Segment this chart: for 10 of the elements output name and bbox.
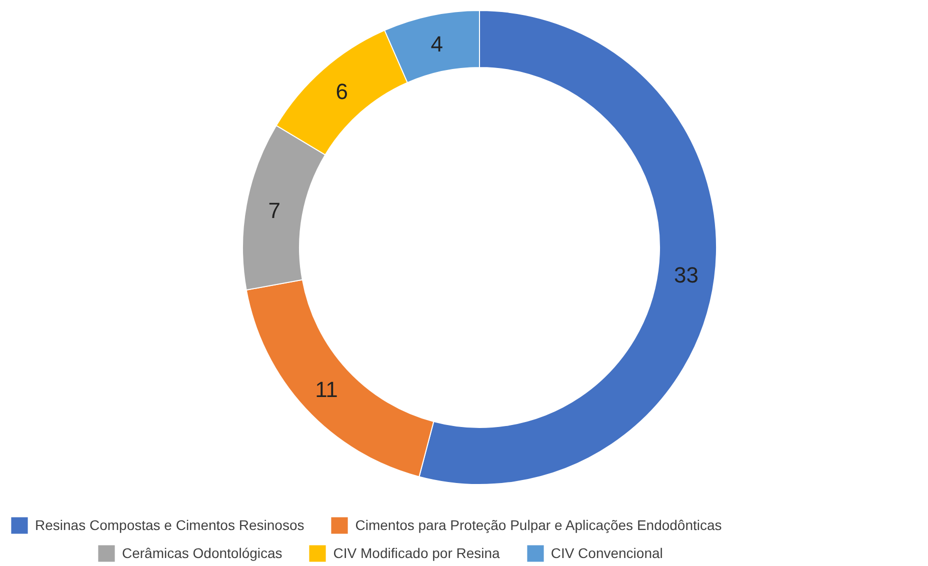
legend-label: CIV Modificado por Resina <box>333 545 500 561</box>
data-label: 6 <box>336 78 348 104</box>
data-label: 33 <box>674 262 699 288</box>
legend-label: CIV Convencional <box>550 545 663 561</box>
data-label: 11 <box>315 377 338 402</box>
data-label: 4 <box>430 31 443 56</box>
legend-label: Cerâmicas Odontológicas <box>122 545 282 561</box>
legend-label: Cimentos para Proteção Pulpar e Aplicações Endodônticas <box>355 517 722 533</box>
legend-label: Resinas Compostas e Cimentos Resinosos <box>35 517 304 533</box>
data-label: 7 <box>268 198 281 224</box>
